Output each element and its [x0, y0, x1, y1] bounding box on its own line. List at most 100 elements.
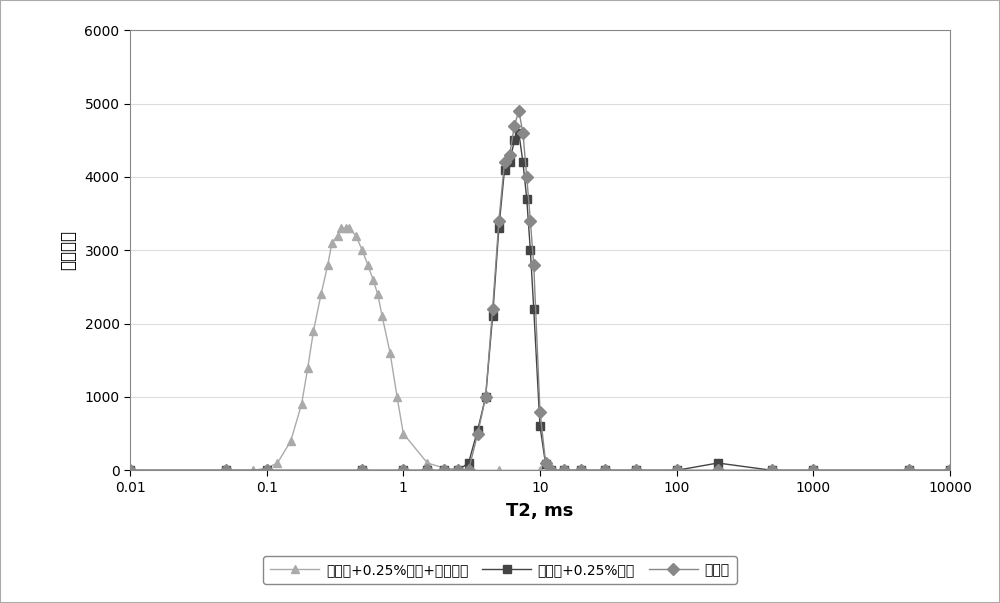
- 钻井液+0.25%铵盐: [712, 459, 724, 467]
- 钻井液+0.25%铵盐: [220, 467, 232, 474]
- 钻井液: [472, 430, 484, 437]
- 钻井液: [524, 217, 536, 224]
- 钻井液: [493, 217, 505, 224]
- 钻井液: [671, 467, 683, 474]
- 钻井液: [903, 467, 915, 474]
- 钻井液+0.25%铵盐+弛豫试剂: [220, 467, 232, 474]
- 钻井液+0.25%铵盐: [463, 459, 475, 467]
- 钻井液: [220, 467, 232, 474]
- 钻井液: [124, 467, 136, 474]
- 钻井液+0.25%铵盐: [524, 247, 536, 254]
- 钻井液+0.25%铵盐+弛豫试剂: [350, 232, 362, 239]
- 钻井液: [712, 467, 724, 474]
- 钻井液: [545, 467, 557, 474]
- 钻井液: [534, 408, 546, 415]
- 钻井液+0.25%铵盐: [599, 467, 611, 474]
- 钻井液: [438, 467, 450, 474]
- Legend: 钻井液+0.25%铵盐+弛豫试剂, 钻井液+0.25%铵盐, 钻井液: 钻井液+0.25%铵盐+弛豫试剂, 钻井液+0.25%铵盐, 钻井液: [263, 556, 737, 584]
- 钻井液: [261, 467, 273, 474]
- 钻井液+0.25%铵盐: [545, 467, 557, 474]
- 钻井液+0.25%铵盐: [480, 393, 492, 400]
- 钻井液: [508, 122, 520, 129]
- 钻井液+0.25%铵盐+弛豫试剂: [356, 247, 368, 254]
- 钻井液+0.25%铵盐: [630, 467, 642, 474]
- Y-axis label: 信号幅度: 信号幅度: [60, 230, 78, 270]
- 钻井液+0.25%铵盐+弛豫试剂: [671, 467, 683, 474]
- 钻井液+0.25%铵盐+弛豫试剂: [534, 467, 546, 474]
- 钻井液+0.25%铵盐+弛豫试剂: [384, 349, 396, 356]
- 钻井液: [807, 467, 819, 474]
- 钻井液: [499, 159, 511, 166]
- 钻井液+0.25%铵盐+弛豫试剂: [438, 464, 450, 472]
- 钻井液+0.25%铵盐: [517, 159, 529, 166]
- 钻井液+0.25%铵盐: [397, 467, 409, 474]
- 钻井液+0.25%铵盐: [493, 224, 505, 232]
- 钻井液+0.25%铵盐+弛豫试剂: [493, 467, 505, 474]
- 钻井液+0.25%铵盐+弛豫试剂: [307, 327, 319, 335]
- 钻井液+0.25%铵盐: [807, 467, 819, 474]
- 钻井液+0.25%铵盐: [558, 467, 570, 474]
- 钻井液+0.25%铵盐: [499, 166, 511, 173]
- 钻井液+0.25%铵盐: [540, 461, 552, 468]
- 钻井液: [558, 467, 570, 474]
- 钻井液+0.25%铵盐: [356, 467, 368, 474]
- 钻井液+0.25%铵盐: [472, 426, 484, 434]
- 钻井液+0.25%铵盐+弛豫试剂: [271, 459, 283, 467]
- 钻井液: [517, 129, 529, 136]
- 钻井液+0.25%铵盐+弛豫试剂: [285, 437, 297, 444]
- 钻井液+0.25%铵盐: [421, 467, 433, 474]
- 钻井液: [630, 467, 642, 474]
- 钻井液: [452, 467, 464, 474]
- 钻井液+0.25%铵盐: [124, 467, 136, 474]
- 钻井液+0.25%铵盐: [521, 195, 533, 203]
- 钻井液+0.25%铵盐+弛豫试剂: [372, 291, 384, 298]
- 钻井液+0.25%铵盐: [575, 467, 587, 474]
- 钻井液+0.25%铵盐: [766, 467, 778, 474]
- 钻井液: [575, 467, 587, 474]
- 钻井液+0.25%铵盐+弛豫试剂: [332, 232, 344, 239]
- 钻井液+0.25%铵盐: [438, 467, 450, 474]
- 钻井液+0.25%铵盐+弛豫试剂: [362, 261, 374, 268]
- 钻井液+0.25%铵盐: [671, 467, 683, 474]
- 钻井液+0.25%铵盐+弛豫试剂: [343, 224, 355, 232]
- 钻井液: [766, 467, 778, 474]
- 钻井液: [528, 261, 540, 268]
- 钻井液: [463, 467, 475, 474]
- 钻井液: [599, 467, 611, 474]
- 钻井液+0.25%铵盐+弛豫试剂: [367, 276, 379, 283]
- 钻井液+0.25%铵盐: [903, 467, 915, 474]
- X-axis label: T2, ms: T2, ms: [506, 502, 574, 520]
- 钻井液+0.25%铵盐+弛豫试剂: [247, 467, 259, 474]
- 钻井液: [480, 393, 492, 400]
- 钻井液+0.25%铵盐+弛豫试剂: [397, 430, 409, 437]
- 钻井液: [487, 305, 499, 312]
- 钻井液+0.25%铵盐+弛豫试剂: [376, 312, 388, 320]
- 钻井液+0.25%铵盐+弛豫试剂: [391, 393, 403, 400]
- 钻井液+0.25%铵盐+弛豫试剂: [944, 467, 956, 474]
- Line: 钻井液+0.25%铵盐: 钻井液+0.25%铵盐: [126, 128, 954, 475]
- 钻井液+0.25%铵盐: [452, 467, 464, 474]
- 钻井液: [521, 173, 533, 180]
- Line: 钻井液: 钻井液: [126, 107, 954, 475]
- 钻井液+0.25%铵盐: [534, 423, 546, 430]
- 钻井液: [356, 467, 368, 474]
- 钻井液+0.25%铵盐: [487, 312, 499, 320]
- 钻井液+0.25%铵盐+弛豫试剂: [807, 467, 819, 474]
- Line: 钻井液+0.25%铵盐+弛豫试剂: 钻井液+0.25%铵盐+弛豫试剂: [126, 224, 954, 475]
- 钻井液: [421, 467, 433, 474]
- 钻井液: [944, 467, 956, 474]
- 钻井液+0.25%铵盐: [504, 159, 516, 166]
- 钻井液+0.25%铵盐: [944, 467, 956, 474]
- 钻井液+0.25%铵盐+弛豫试剂: [302, 364, 314, 371]
- 钻井液+0.25%铵盐+弛豫试剂: [421, 459, 433, 467]
- 钻井液+0.25%铵盐+弛豫试剂: [124, 467, 136, 474]
- 钻井液+0.25%铵盐: [508, 136, 520, 144]
- 钻井液+0.25%铵盐: [528, 305, 540, 312]
- 钻井液: [540, 459, 552, 467]
- 钻井液+0.25%铵盐+弛豫试剂: [322, 261, 334, 268]
- 钻井液+0.25%铵盐: [261, 467, 273, 474]
- 钻井液+0.25%铵盐+弛豫试剂: [599, 467, 611, 474]
- 钻井液: [397, 467, 409, 474]
- 钻井液: [504, 151, 516, 159]
- 钻井液+0.25%铵盐+弛豫试剂: [463, 467, 475, 474]
